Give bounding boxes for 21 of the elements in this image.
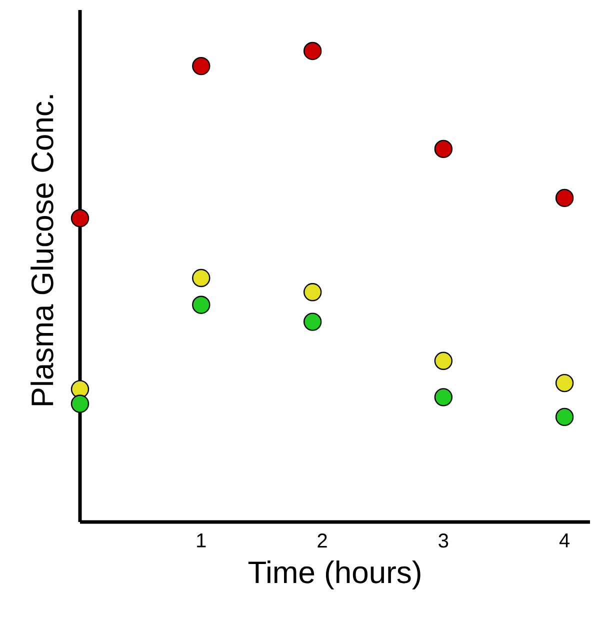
point <box>70 209 90 228</box>
x-tick-label: 4 <box>559 534 570 548</box>
point <box>434 140 453 158</box>
point <box>192 56 210 76</box>
point <box>303 312 322 331</box>
point <box>192 296 210 314</box>
point <box>303 283 322 302</box>
point <box>434 388 453 406</box>
x-tick-label: 2 <box>318 534 327 548</box>
point <box>555 374 574 392</box>
point <box>192 268 210 288</box>
point <box>555 408 574 426</box>
x-axis-title: Time (hours) <box>248 560 420 590</box>
point <box>555 188 574 208</box>
y-axis-title: Plasma Glucose Conc. <box>30 95 54 406</box>
x-tick-label: 1 <box>197 534 206 548</box>
point <box>70 380 90 398</box>
x-tick-label: 3 <box>438 534 448 548</box>
point <box>434 352 453 370</box>
point <box>303 42 322 60</box>
point <box>70 394 90 413</box>
